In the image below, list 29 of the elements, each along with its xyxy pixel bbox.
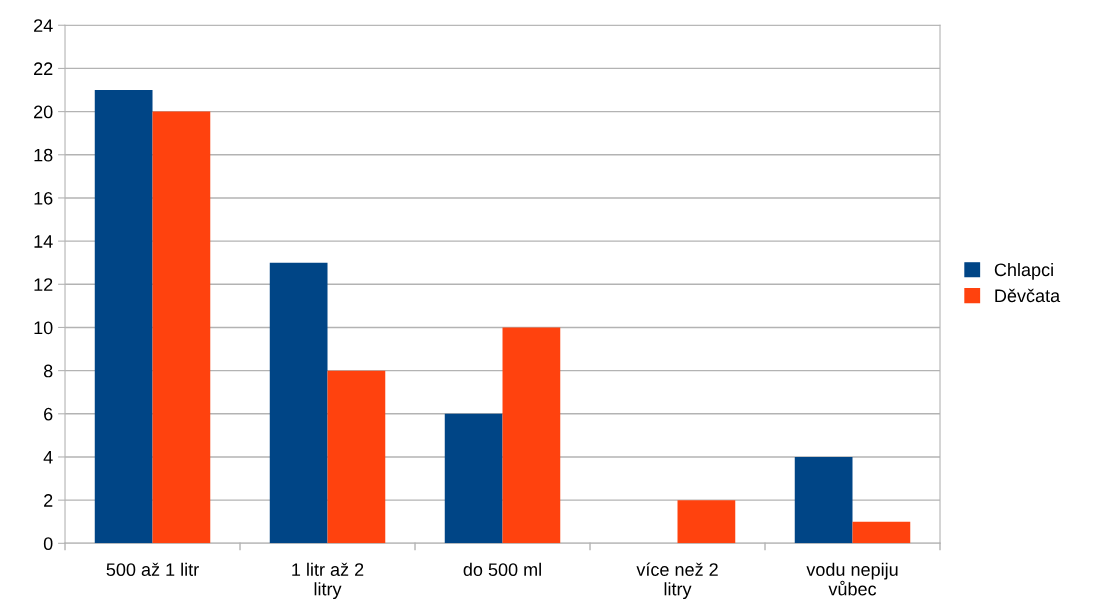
y-tick-label: 8 — [43, 364, 53, 378]
y-tick-label: 2 — [44, 494, 53, 507]
y-tick-label: 10 — [34, 321, 53, 335]
x-tick-label: vodu nepiju vůbec — [806, 562, 898, 596]
y-tick-label: 18 — [34, 148, 53, 162]
legend-label: Děvčata — [995, 288, 1061, 303]
y-tick-label: 12 — [34, 278, 53, 291]
bar — [794, 456, 853, 544]
x-tick-label: 1 litr až 2 litry — [292, 562, 364, 600]
bar — [327, 370, 386, 544]
y-tick-label: 14 — [34, 235, 53, 248]
bar — [269, 262, 328, 544]
y-tick-label: 16 — [34, 191, 53, 205]
bar — [152, 111, 211, 544]
bar — [852, 521, 911, 544]
legend-label: Chlapci — [994, 262, 1053, 280]
x-tick-label: více než 2 litry — [636, 562, 718, 600]
y-tick-label: 4 — [43, 451, 53, 464]
bar — [444, 413, 503, 544]
y-tick-label: 0 — [43, 537, 53, 551]
x-tick-label: do 500 ml — [463, 562, 541, 577]
bar — [94, 90, 153, 544]
y-tick-label: 6 — [44, 407, 53, 421]
bar — [502, 327, 561, 544]
x-tick-label: 500 až 1 litr — [106, 562, 199, 577]
y-tick-label: 20 — [34, 105, 53, 119]
y-tick-label: 24 — [34, 19, 53, 32]
bar — [677, 500, 736, 544]
y-tick-label: 22 — [34, 62, 53, 75]
